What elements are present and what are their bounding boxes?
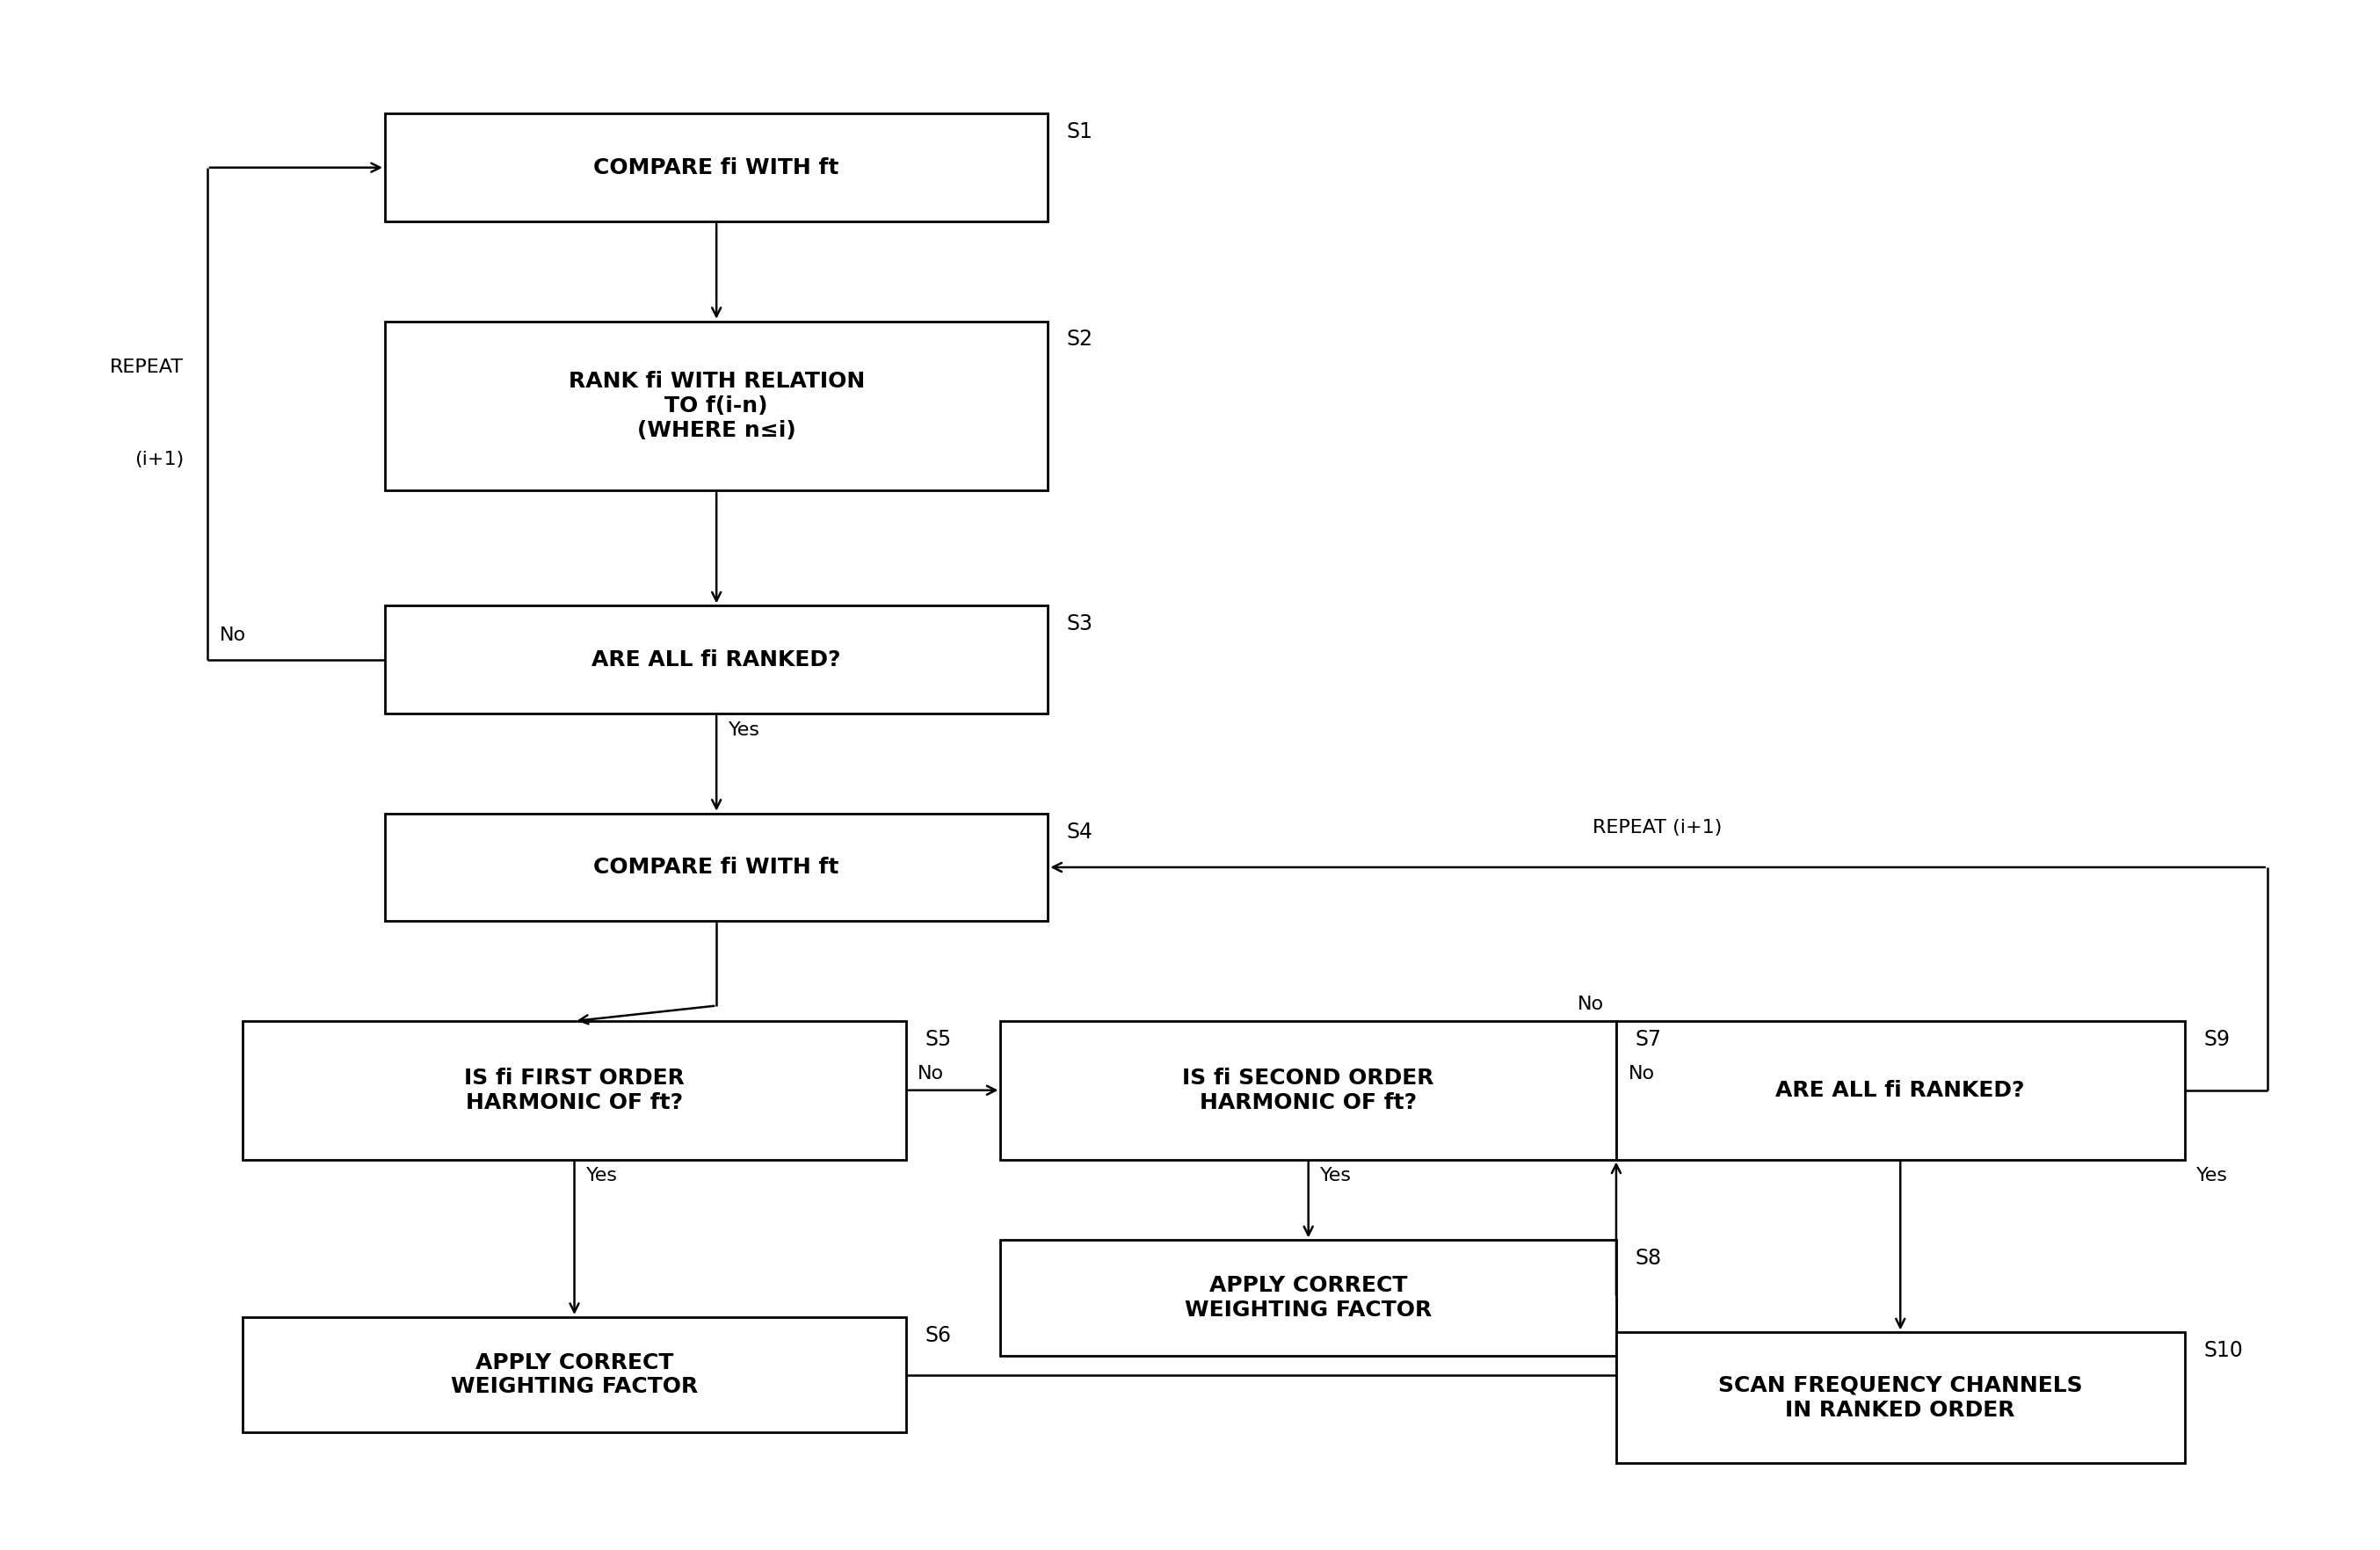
Text: No: No bbox=[1628, 1065, 1654, 1082]
Bar bbox=[1616, 1333, 2185, 1463]
Text: S2: S2 bbox=[1066, 329, 1092, 350]
Text: S1: S1 bbox=[1066, 121, 1092, 143]
Text: No: No bbox=[219, 626, 245, 645]
Text: S3: S3 bbox=[1066, 614, 1092, 634]
Bar bbox=[1000, 1021, 1616, 1159]
Text: REPEAT (i+1): REPEAT (i+1) bbox=[1592, 818, 1723, 837]
Text: REPEAT: REPEAT bbox=[109, 358, 183, 377]
Text: IS fi FIRST ORDER
HARMONIC OF ft?: IS fi FIRST ORDER HARMONIC OF ft? bbox=[464, 1068, 685, 1113]
Bar bbox=[386, 814, 1047, 921]
Text: Yes: Yes bbox=[2197, 1167, 2228, 1184]
Bar bbox=[386, 113, 1047, 222]
Bar bbox=[1000, 1240, 1616, 1356]
Text: S10: S10 bbox=[2204, 1341, 2242, 1361]
Text: No: No bbox=[919, 1065, 945, 1082]
Text: Yes: Yes bbox=[728, 721, 759, 739]
Text: COMPARE fi WITH ft: COMPARE fi WITH ft bbox=[593, 857, 840, 877]
Bar bbox=[243, 1318, 907, 1432]
Text: IS fi SECOND ORDER
HARMONIC OF ft?: IS fi SECOND ORDER HARMONIC OF ft? bbox=[1183, 1068, 1435, 1113]
Text: S7: S7 bbox=[1635, 1029, 1661, 1049]
Text: Yes: Yes bbox=[585, 1167, 619, 1184]
Text: S6: S6 bbox=[926, 1325, 952, 1345]
Bar bbox=[386, 321, 1047, 490]
Bar bbox=[386, 606, 1047, 713]
Text: S5: S5 bbox=[926, 1029, 952, 1049]
Text: APPLY CORRECT
WEIGHTING FACTOR: APPLY CORRECT WEIGHTING FACTOR bbox=[1185, 1276, 1433, 1321]
Text: Yes: Yes bbox=[1321, 1167, 1352, 1184]
Text: APPLY CORRECT
WEIGHTING FACTOR: APPLY CORRECT WEIGHTING FACTOR bbox=[450, 1352, 697, 1398]
Text: (i+1): (i+1) bbox=[133, 451, 183, 468]
Text: COMPARE fi WITH ft: COMPARE fi WITH ft bbox=[593, 157, 840, 178]
Text: S4: S4 bbox=[1066, 822, 1092, 842]
Text: ARE ALL fi RANKED?: ARE ALL fi RANKED? bbox=[1775, 1080, 2025, 1100]
Text: S9: S9 bbox=[2204, 1029, 2230, 1049]
Text: ARE ALL fi RANKED?: ARE ALL fi RANKED? bbox=[593, 649, 840, 670]
Text: No: No bbox=[1578, 995, 1604, 1014]
Text: S8: S8 bbox=[1635, 1248, 1661, 1269]
Text: SCAN FREQUENCY CHANNELS
IN RANKED ORDER: SCAN FREQUENCY CHANNELS IN RANKED ORDER bbox=[1718, 1375, 2082, 1420]
Bar bbox=[1616, 1021, 2185, 1159]
Text: RANK fi WITH RELATION
TO f(i-n)
(WHERE n≤i): RANK fi WITH RELATION TO f(i-n) (WHERE n… bbox=[569, 370, 864, 440]
Bar bbox=[243, 1021, 907, 1159]
